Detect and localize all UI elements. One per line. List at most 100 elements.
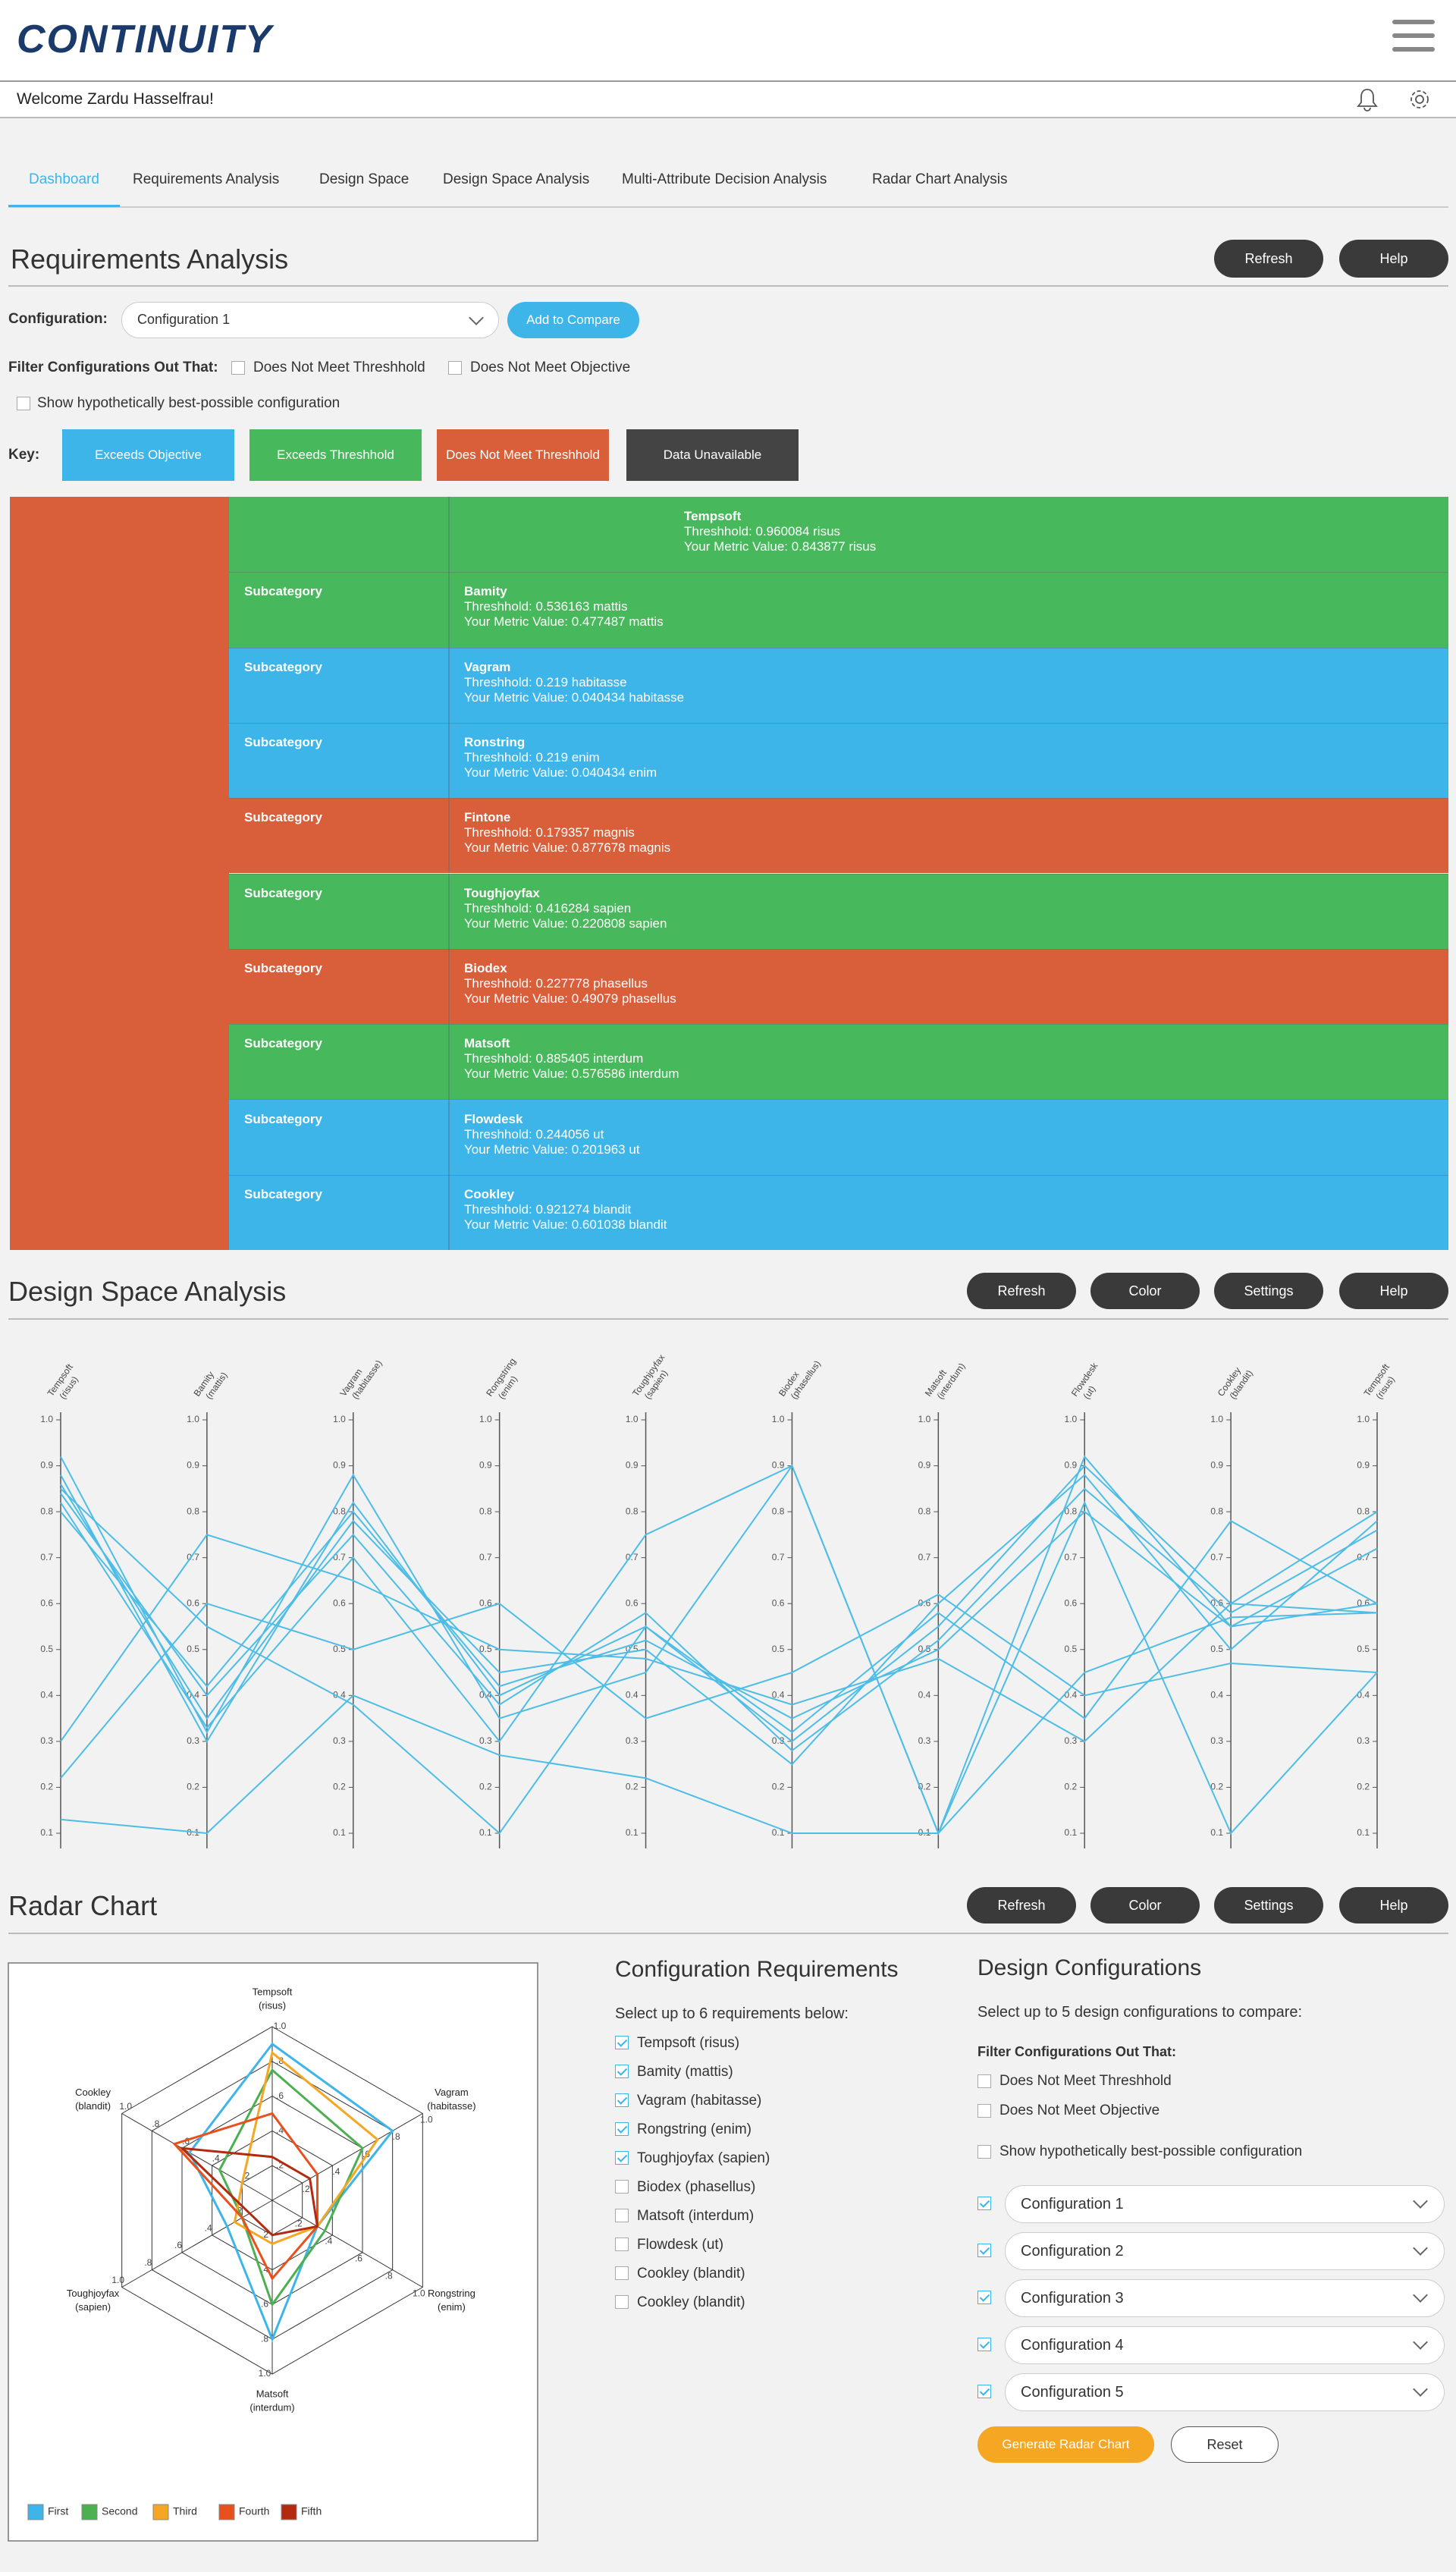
y-tick-label: 0.2	[772, 1782, 785, 1792]
dropdown[interactable]: Configuration 5	[1005, 2373, 1445, 2411]
checkbox[interactable]	[977, 2291, 991, 2304]
spoke	[121, 2113, 273, 2201]
series-line	[60, 1612, 1378, 1835]
subcategory: Subcategory	[244, 735, 322, 749]
menu-button[interactable]	[1392, 20, 1435, 53]
checkbox[interactable]	[977, 2104, 991, 2118]
legend-label: Fourth	[239, 2505, 269, 2517]
y-tick-label: 0.5	[1357, 1644, 1370, 1654]
panel-title: Configuration Requirements	[615, 1957, 899, 1982]
tab[interactable]: Multi-Attribute Decision Analysis	[622, 171, 827, 187]
checkbox[interactable]	[17, 397, 30, 410]
y-tick-label: 0.4	[772, 1690, 785, 1701]
axis-label: Tempsoft(risus)	[1362, 1361, 1397, 1401]
button[interactable]: Color	[1090, 1887, 1200, 1924]
button[interactable]: Help	[1339, 1887, 1448, 1924]
button[interactable]: Help	[1339, 1273, 1448, 1309]
checkbox[interactable]	[977, 2244, 991, 2257]
y-tick-label: 0.8	[918, 1506, 931, 1516]
ring-label: .2	[242, 2171, 249, 2181]
ring-label: .6	[261, 2299, 268, 2310]
button[interactable]: Help	[1339, 240, 1448, 278]
dropdown[interactable]: Configuration 1	[1005, 2185, 1445, 2223]
y-tick-label: 0.1	[1357, 1827, 1370, 1838]
axis-unit: (sapien)	[75, 2301, 111, 2313]
y-tick-label: 0.8	[1065, 1506, 1078, 1516]
bell-icon[interactable]	[1356, 86, 1379, 112]
y-tick-label: 0.1	[626, 1827, 639, 1838]
checkbox[interactable]	[615, 2209, 629, 2222]
tab[interactable]: Requirements Analysis	[133, 171, 280, 187]
dropdown[interactable]: Configuration 3	[1005, 2279, 1445, 2317]
y-tick-label: 0.3	[1210, 1735, 1223, 1746]
button[interactable]: Refresh	[1214, 240, 1323, 278]
dropdown[interactable]: Configuration 1	[121, 302, 499, 338]
gear-icon[interactable]	[1407, 86, 1432, 112]
y-tick-label: 0.6	[1210, 1597, 1223, 1608]
dropdown[interactable]: Configuration 2	[1005, 2232, 1445, 2270]
dropdown-value: Configuration 5	[1021, 2384, 1124, 2401]
dropdown[interactable]: Configuration 4	[1005, 2326, 1445, 2364]
axis-name: Toughjoyfax	[67, 2288, 120, 2299]
metric: Your Metric Value: 0.040434 enim	[464, 765, 657, 780]
col-divider	[448, 873, 450, 949]
button[interactable]: Refresh	[967, 1887, 1076, 1924]
y-tick-label: 0.7	[1065, 1552, 1078, 1562]
requirement-name: Fintone	[464, 810, 511, 825]
y-tick-label: 0.3	[772, 1735, 785, 1746]
checkbox[interactable]	[615, 2266, 629, 2280]
y-tick-label: 0.6	[187, 1597, 199, 1608]
ring-label: .2	[276, 2159, 284, 2170]
checkbox[interactable]	[615, 2093, 629, 2107]
checkbox[interactable]	[615, 2180, 629, 2194]
checkbox[interactable]	[615, 2238, 629, 2251]
checkbox[interactable]	[977, 2074, 991, 2088]
legend-label: First	[48, 2505, 68, 2517]
series-line	[60, 1510, 1378, 1719]
y-tick-label: 0.9	[479, 1460, 492, 1471]
checkbox[interactable]	[231, 361, 245, 375]
filter-label: Filter Configurations Out That:	[8, 359, 218, 375]
tab[interactable]: Design Space	[319, 171, 410, 187]
tab[interactable]: Dashboard	[29, 171, 99, 187]
requirement-option: Tempsoft (risus)	[637, 2034, 740, 2051]
tab[interactable]: Radar Chart Analysis	[872, 171, 1008, 187]
checkbox[interactable]	[977, 2338, 991, 2351]
spoke	[271, 2200, 423, 2288]
axis-unit: (habitasse)	[427, 2100, 475, 2112]
key-box: Exceeds Threshhold	[249, 429, 422, 481]
checkbox[interactable]	[615, 2122, 629, 2136]
checkbox[interactable]	[977, 2197, 991, 2210]
axis-label: Biodex(phasellus)	[777, 1358, 823, 1401]
section-title: Radar Chart	[8, 1889, 158, 1921]
checkbox[interactable]	[448, 361, 462, 375]
button[interactable]: Generate Radar Chart	[977, 2426, 1154, 2463]
tab-active-underline	[8, 205, 120, 207]
y-tick-label: 0.8	[40, 1506, 53, 1516]
series-line	[60, 1465, 1378, 1836]
tab[interactable]: Design Space Analysis	[443, 171, 590, 187]
checkbox[interactable]	[977, 2385, 991, 2398]
button[interactable]: Reset	[1171, 2426, 1279, 2463]
button[interactable]: Settings	[1214, 1887, 1323, 1924]
y-tick-label: 0.2	[40, 1782, 53, 1792]
button[interactable]: Add to Compare	[507, 302, 639, 338]
y-tick-label: 1.0	[1210, 1414, 1223, 1424]
checkbox[interactable]	[977, 2145, 991, 2159]
button[interactable]: Refresh	[967, 1273, 1076, 1309]
key-label: Key:	[8, 446, 40, 463]
y-tick-label: 0.9	[333, 1460, 346, 1471]
col-divider	[448, 647, 450, 723]
key-box: Exceeds Objective	[62, 429, 234, 481]
button[interactable]: Color	[1090, 1273, 1200, 1309]
checkbox[interactable]	[615, 2151, 629, 2165]
checkbox[interactable]	[615, 2036, 629, 2049]
series-polygon	[218, 2068, 364, 2307]
subcategory: Subcategory	[244, 885, 322, 900]
button[interactable]: Settings	[1214, 1273, 1323, 1309]
row	[229, 798, 1448, 874]
checkbox[interactable]	[615, 2065, 629, 2078]
requirement-name: Flowdesk	[464, 1111, 523, 1126]
checkbox[interactable]	[615, 2295, 629, 2309]
